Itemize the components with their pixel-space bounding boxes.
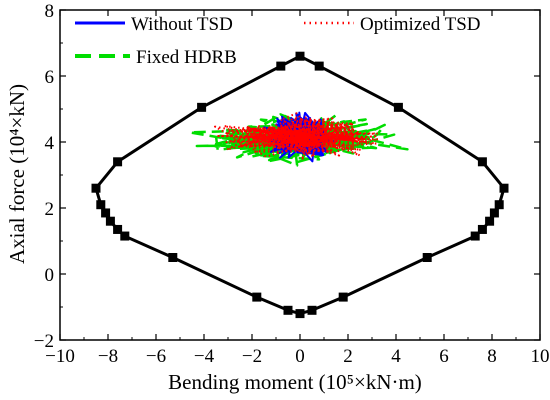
x-tick-label: 6 — [439, 346, 449, 367]
x-tick-label: 8 — [487, 346, 497, 367]
y-tick-label: −2 — [34, 331, 54, 352]
y-tick-label: 2 — [45, 199, 55, 220]
x-axis-label: Bending moment (10⁵×kN·m) — [168, 370, 422, 394]
legend-label-optimized-tsd: Optimized TSD — [360, 14, 481, 35]
envelope-marker — [113, 157, 123, 167]
envelope-marker — [422, 253, 432, 262]
legend-label-fixed-hdrb: Fixed HDRB — [136, 47, 237, 68]
envelope-marker — [120, 231, 130, 241]
envelope-layer — [91, 51, 509, 319]
series-optimized-tsd-line — [214, 112, 380, 161]
envelope-marker — [499, 183, 509, 193]
envelope-marker — [252, 292, 262, 302]
x-tick-label: 4 — [391, 346, 401, 367]
envelope-marker — [96, 200, 106, 210]
envelope-marker — [197, 102, 207, 112]
x-tick-label: −8 — [98, 346, 118, 367]
envelope-marker — [101, 208, 111, 218]
envelope-marker — [276, 61, 286, 71]
envelope-marker — [477, 224, 487, 234]
y-tick-label: 6 — [45, 67, 55, 88]
envelope-marker — [283, 305, 293, 315]
y-tick-label: 0 — [45, 265, 55, 286]
envelope-marker — [489, 208, 499, 218]
x-tick-label: 10 — [531, 346, 550, 367]
envelope-marker — [105, 216, 115, 226]
envelope-marker — [338, 292, 348, 302]
x-tick-label: −4 — [194, 346, 215, 367]
envelope-marker — [307, 305, 317, 315]
y-tick-label: 8 — [45, 1, 55, 22]
x-tick-label: −6 — [146, 346, 166, 367]
x-tick-label: 0 — [295, 346, 305, 367]
envelope-marker — [168, 253, 178, 262]
legend: Without TSD Optimized TSD Fixed HDRB — [75, 14, 481, 68]
envelope-marker — [393, 102, 403, 112]
envelope-marker — [470, 231, 480, 241]
x-tick-label: 2 — [343, 346, 353, 367]
envelope-marker — [314, 61, 324, 71]
interaction-envelope-line — [94, 54, 506, 316]
series-layer — [188, 111, 409, 167]
y-axis-label: Axial force (10⁴×kN) — [5, 84, 29, 264]
y-tick-label: 4 — [45, 133, 55, 154]
envelope-marker — [485, 216, 495, 226]
envelope-marker — [477, 157, 487, 167]
x-tick-label: −2 — [242, 346, 262, 367]
ticks-layer: −10 −8 −6 −4 −2 0 2 4 6 8 10 −2 0 2 4 6 8 — [34, 1, 550, 367]
legend-label-without-tsd: Without TSD — [131, 14, 233, 35]
envelope-marker — [113, 224, 123, 234]
x-tick-label: −10 — [45, 346, 75, 367]
envelope-marker — [494, 200, 504, 210]
envelope-marker — [91, 183, 101, 193]
envelope-marker — [295, 309, 305, 319]
envelope-marker — [295, 51, 305, 61]
